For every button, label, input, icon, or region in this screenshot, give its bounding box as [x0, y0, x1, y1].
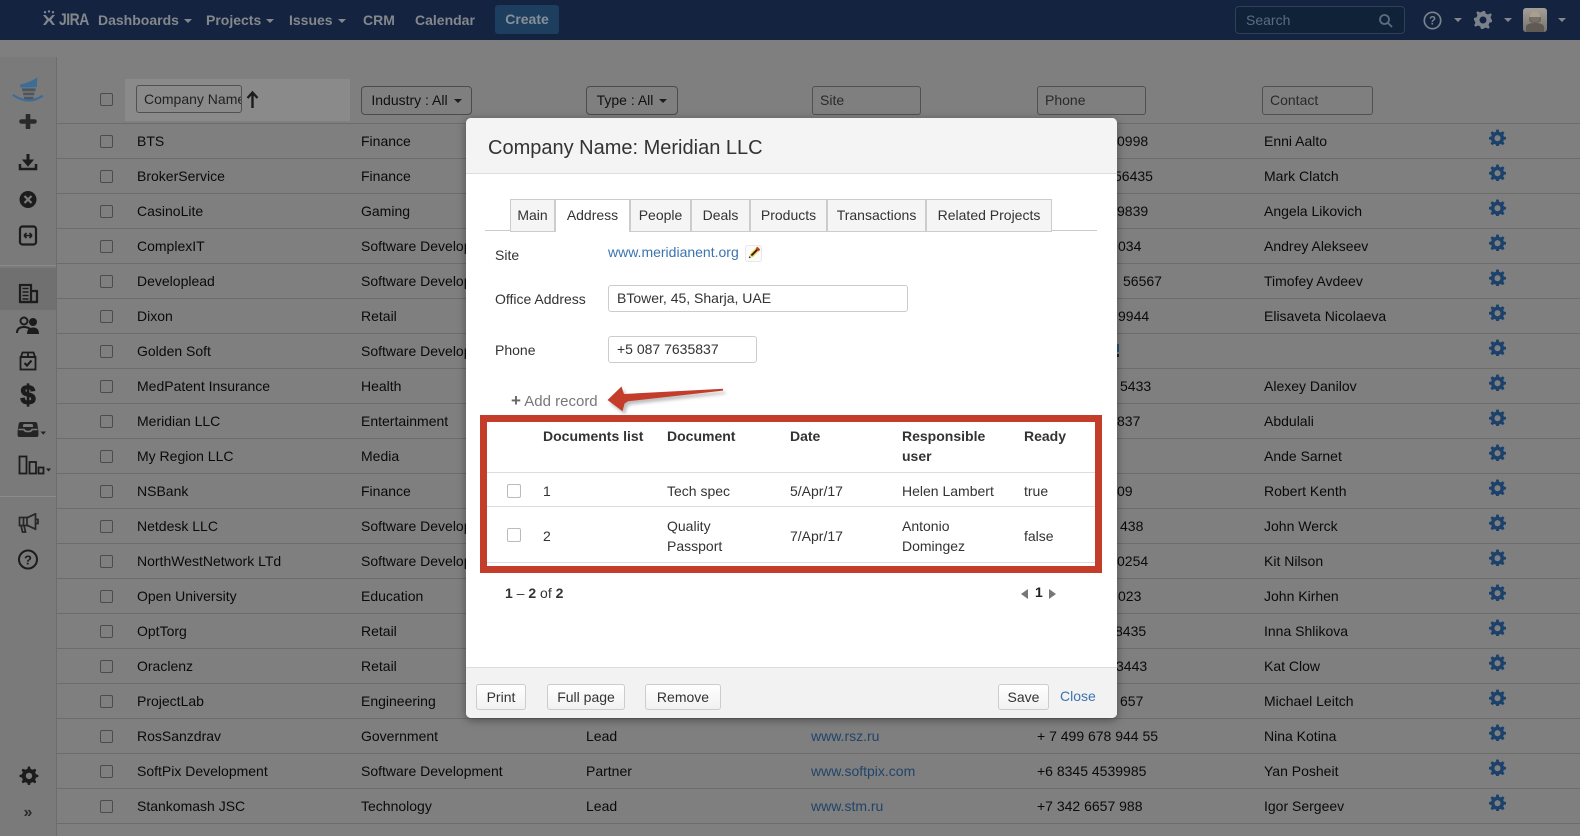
- svg-text:?: ?: [24, 553, 32, 568]
- svg-text:?: ?: [1429, 16, 1436, 28]
